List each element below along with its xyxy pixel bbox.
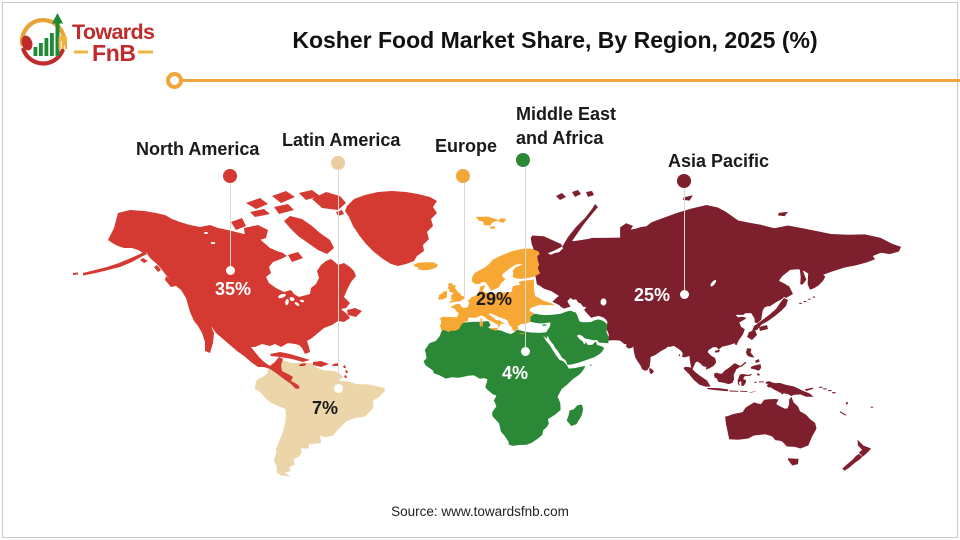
svg-text:FnB: FnB	[92, 40, 136, 66]
svg-text:Towards: Towards	[72, 20, 155, 44]
